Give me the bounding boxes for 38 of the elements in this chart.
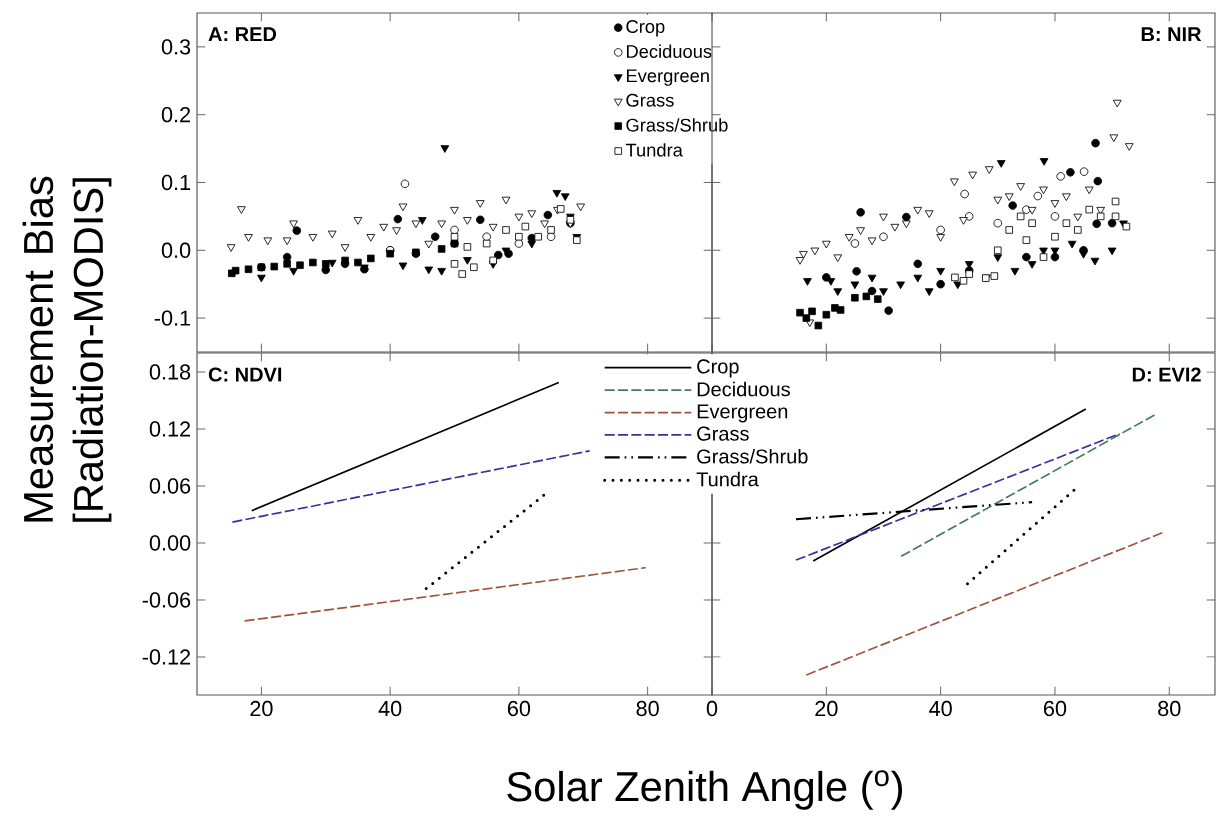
x-tick-label: 80 xyxy=(1158,700,1181,717)
legend-label: Tundra xyxy=(696,471,759,487)
legend-label: Grass xyxy=(697,426,749,441)
y-tick-label: -0.1 xyxy=(154,310,191,326)
text: C: NDVI xyxy=(208,367,282,382)
legend-label: Grass xyxy=(626,93,674,107)
y-tick-label: 0.1 xyxy=(161,174,191,191)
y-tick-label: -0.06 xyxy=(142,592,191,608)
x-tick-label: 60 xyxy=(507,700,531,717)
y-tick-label: 0.3 xyxy=(161,39,191,55)
legend-label: Crop xyxy=(626,20,665,37)
y-tick-label: 0.2 xyxy=(161,107,191,123)
y-tick-label: 0.00 xyxy=(149,535,191,551)
legend-label: Deciduous xyxy=(697,381,790,397)
legend-label: Grass/Shrub xyxy=(626,118,728,132)
legend-label: Evergreen xyxy=(626,69,709,86)
x-tick-label: 0 xyxy=(706,700,718,717)
x-tick-label: 40 xyxy=(929,700,952,717)
x-tick-label: 40 xyxy=(378,700,402,717)
y-tick-label: 0.18 xyxy=(149,364,191,380)
x-tick-label: 80 xyxy=(636,700,659,717)
legend-label: Tundra xyxy=(625,143,683,157)
text: A: RED xyxy=(208,27,277,42)
y-tick-label: 0.0 xyxy=(161,242,191,258)
x-tick-label: 20 xyxy=(815,700,838,717)
text: D: EVI2 xyxy=(1132,367,1201,382)
y-tick-label: -0.12 xyxy=(142,649,191,665)
x-axis-title: Solar Zenith Angle ($^{o}$) xyxy=(507,770,903,810)
legend-label: Grass/Shrub xyxy=(697,448,808,464)
legend-label: Crop xyxy=(697,359,739,378)
y-tick-label: 0.06 xyxy=(149,478,191,494)
x-tick-label: 60 xyxy=(1044,700,1067,717)
text: B: NIR xyxy=(1141,27,1202,42)
legend-label: Deciduous xyxy=(626,44,712,58)
x-tick-label: 20 xyxy=(250,700,273,717)
y-tick-label: 0.12 xyxy=(149,421,191,437)
y-axis-title: Measurement Bias [Radiation-MODIS] xyxy=(22,176,112,522)
legend-label: Evergreen xyxy=(697,404,788,423)
